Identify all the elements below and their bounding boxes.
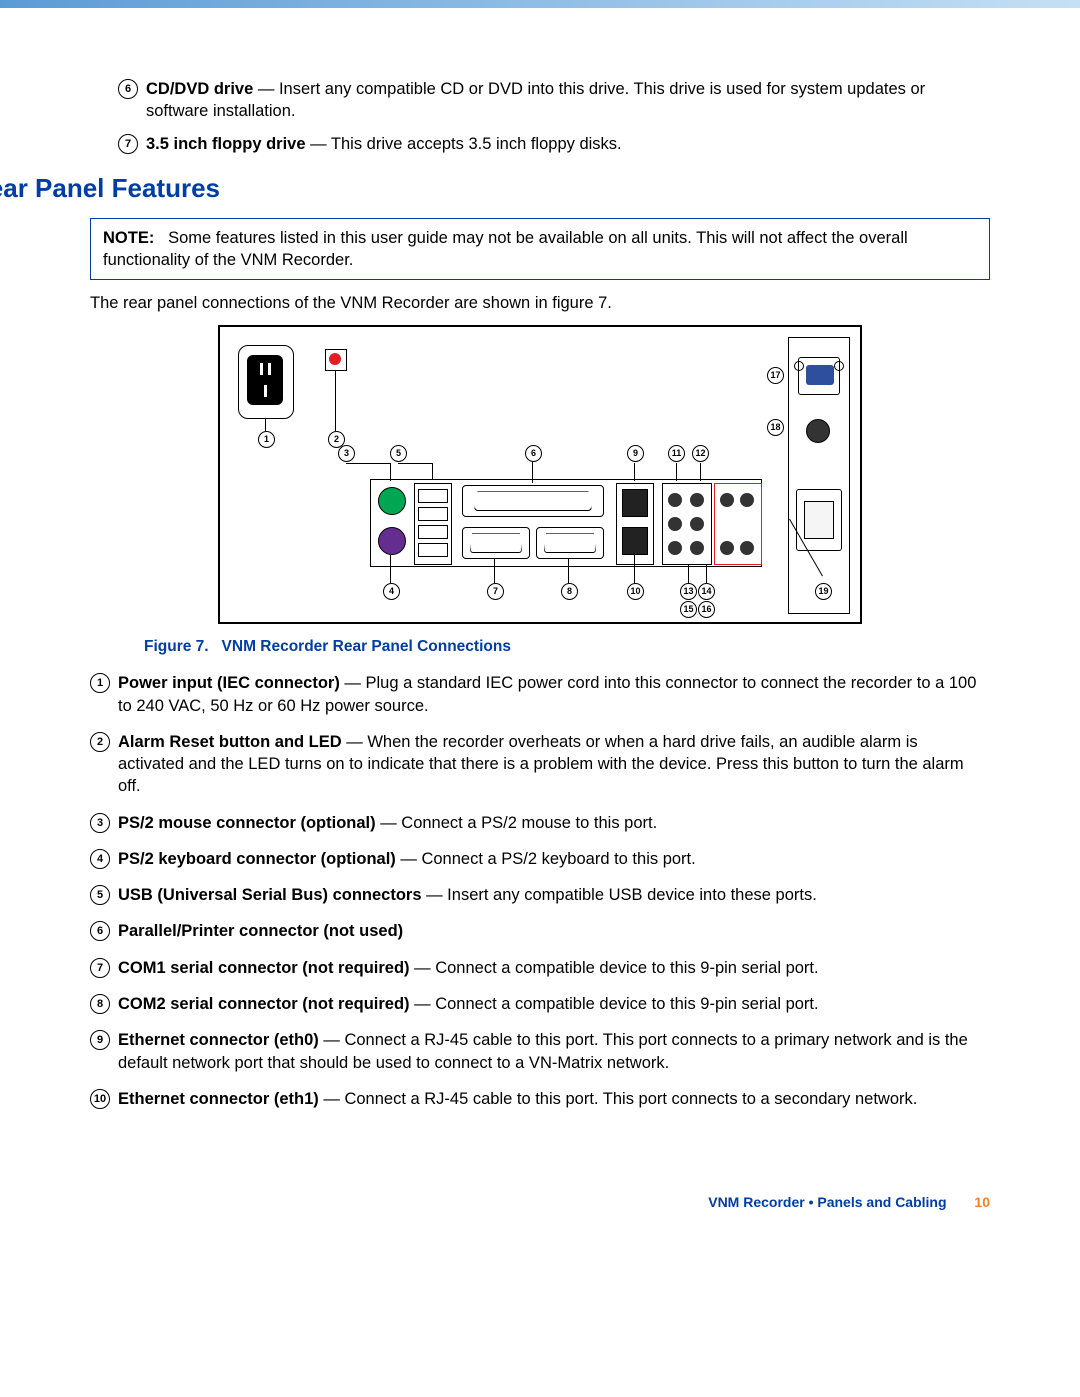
callout-16: 16 [698,601,715,618]
note-text: Some features listed in this user guide … [103,229,908,269]
callout-13: 13 [680,583,697,600]
callout-11: 11 [668,445,685,462]
list-item-text: Parallel/Printer connector (not used) [118,920,990,942]
page-footer: VNM Recorder • Panels and Cabling 10 [0,1164,1080,1250]
top-item-text: CD/DVD drive — Insert any compatible CD … [146,78,990,123]
callout-number: 7 [118,134,138,154]
rear-panel-figure: 1 2 17 18 19 3 4 [218,325,862,624]
page-number: 10 [974,1194,990,1210]
list-item-text: USB (Universal Serial Bus) connectors — … [118,884,990,906]
top-item: 7 3.5 inch floppy drive — This drive acc… [118,133,990,155]
callout-number: 1 [90,673,110,693]
callout-4: 4 [383,583,400,600]
list-item-text: PS/2 mouse connector (optional) — Connec… [118,812,990,834]
callout-7: 7 [487,583,504,600]
list-item-text: COM2 serial connector (not required) — C… [118,993,990,1015]
callout-6: 6 [525,445,542,462]
figure-caption: Figure 7. VNM Recorder Rear Panel Connec… [144,638,990,656]
callout-number: 6 [90,921,110,941]
list-item-text: Power input (IEC connector) — Plug a sta… [118,672,990,717]
callout-9: 9 [627,445,644,462]
page-content: 6 CD/DVD drive — Insert any compatible C… [0,78,1080,1164]
callout-number: 10 [90,1089,110,1109]
footer-text: VNM Recorder • Panels and Cabling [708,1194,946,1210]
callout-15: 15 [680,601,697,618]
callout-5: 5 [390,445,407,462]
note-label: NOTE: [103,229,154,247]
page-top-bar [0,0,1080,8]
note-box: NOTE: Some features listed in this user … [90,218,990,281]
top-item-text: 3.5 inch floppy drive — This drive accep… [146,133,990,155]
callout-number: 5 [90,885,110,905]
section-heading: Rear Panel Features [0,173,990,204]
callout-1: 1 [258,431,275,448]
callout-number: 7 [90,958,110,978]
list-item-text: COM1 serial connector (not required) — C… [118,957,990,979]
list-item-text: Alarm Reset button and LED — When the re… [118,731,990,798]
callout-number: 9 [90,1030,110,1050]
callout-12: 12 [692,445,709,462]
list-item-text: Ethernet connector (eth1) — Connect a RJ… [118,1088,990,1110]
lead-text: The rear panel connections of the VNM Re… [90,294,990,313]
callout-17: 17 [767,367,784,384]
callout-18: 18 [767,419,784,436]
list-item-text: Ethernet connector (eth0) — Connect a RJ… [118,1029,990,1074]
callout-number: 6 [118,79,138,99]
callout-number: 4 [90,849,110,869]
callout-number: 3 [90,813,110,833]
callout-number: 8 [90,994,110,1014]
callout-number: 2 [90,732,110,752]
feature-list: 1 Power input (IEC connector) — Plug a st… [90,672,990,1110]
list-item-text: PS/2 keyboard connector (optional) — Con… [118,848,990,870]
callout-10: 10 [627,583,644,600]
callout-14: 14 [698,583,715,600]
callout-8: 8 [561,583,578,600]
callout-3: 3 [338,445,355,462]
top-item: 6 CD/DVD drive — Insert any compatible C… [118,78,990,123]
